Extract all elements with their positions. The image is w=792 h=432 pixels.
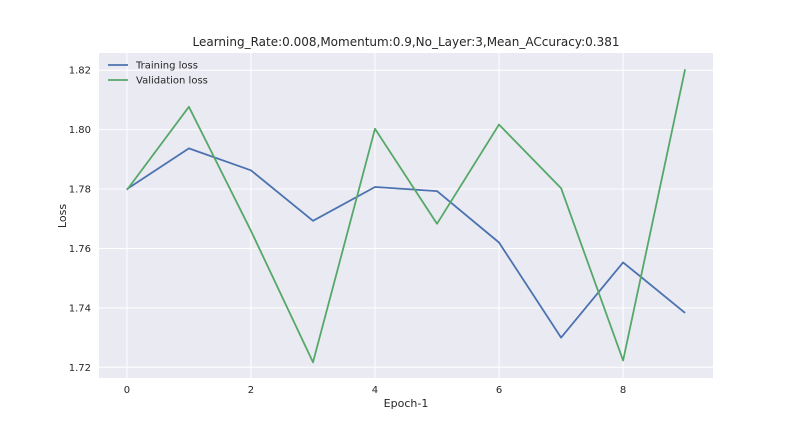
legend: Training loss Validation loss [108, 61, 208, 87]
y-tick-label: 1.74 [69, 303, 91, 314]
plot-area [99, 53, 713, 378]
x-axis-ticks: 0 2 4 6 8 [124, 385, 627, 396]
y-tick-label: 1.82 [69, 66, 91, 77]
legend-label-training-loss: Training loss [135, 61, 198, 72]
x-tick-label: 0 [124, 385, 130, 396]
y-tick-label: 1.76 [69, 244, 91, 255]
x-axis-label: Epoch-1 [384, 397, 429, 410]
y-axis-label: Loss [56, 204, 69, 228]
y-tick-label: 1.78 [69, 185, 91, 196]
x-tick-label: 4 [372, 385, 378, 396]
series-line-validation-loss [126, 69, 686, 364]
x-tick-label: 8 [620, 385, 626, 396]
legend-label-validation-loss: Validation loss [136, 76, 208, 87]
y-tick-label: 1.80 [69, 125, 91, 136]
series-layer [126, 69, 686, 364]
x-tick-label: 6 [496, 385, 502, 396]
y-tick-label: 1.72 [69, 363, 91, 374]
x-tick-label: 2 [248, 385, 254, 396]
series-line-training-loss [126, 147, 686, 339]
y-axis-ticks: 1.72 1.74 1.76 1.78 1.80 1.82 [69, 66, 91, 374]
chart-title: Learning_Rate:0.008,Momentum:0.9,No_Laye… [193, 35, 620, 49]
